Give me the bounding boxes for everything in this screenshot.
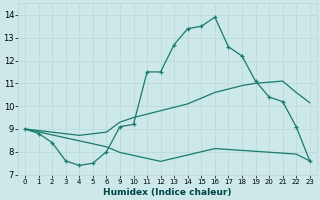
X-axis label: Humidex (Indice chaleur): Humidex (Indice chaleur) xyxy=(103,188,232,197)
